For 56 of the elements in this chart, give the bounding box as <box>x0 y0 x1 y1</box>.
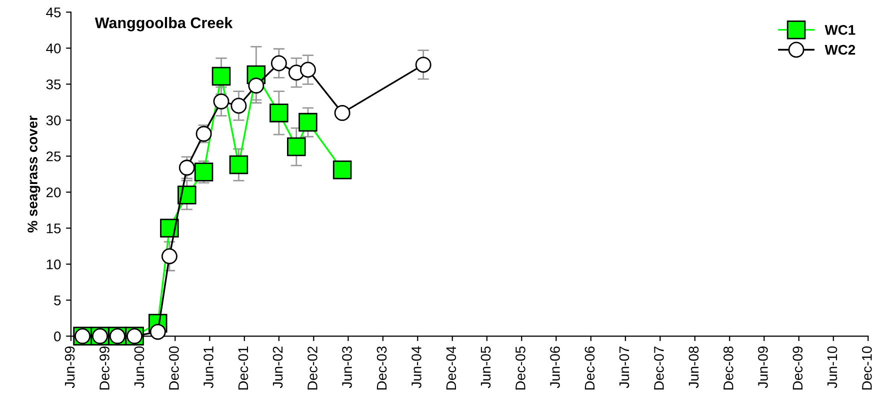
x-tick-label: Dec-03 <box>376 346 387 390</box>
x-tick-label: Dec-09 <box>792 346 803 390</box>
point <box>213 93 230 110</box>
y-tick-label: 0 <box>54 331 61 342</box>
legend-label: WC1 <box>824 25 856 35</box>
x-tick-label: Dec-06 <box>584 346 595 390</box>
point <box>287 137 306 156</box>
point <box>160 218 179 238</box>
y-tick-label: 25 <box>46 151 61 162</box>
point <box>230 98 247 114</box>
x-tick-label: Jun-04 <box>412 346 422 388</box>
x-tick-label: Jun-09 <box>758 346 768 388</box>
y-tick-label: 15 <box>46 224 61 234</box>
x-tick-label: Dec-07 <box>654 346 664 390</box>
y-tick-label: 30 <box>46 115 61 126</box>
point <box>178 186 196 204</box>
point <box>248 78 264 94</box>
x-tick-label: Jun-08 <box>688 346 699 388</box>
point <box>150 324 166 340</box>
x-tick-label: Dec-05 <box>516 346 526 390</box>
y-axis-title: % seagrass cover <box>28 116 40 232</box>
point <box>161 248 178 264</box>
x-tick-label: Jun-01 <box>204 346 214 388</box>
x-tick-label: Jun-02 <box>272 346 283 388</box>
x-tick-label: Dec-08 <box>723 346 734 390</box>
y-tick-label: 5 <box>54 296 61 306</box>
y-tick-label: 20 <box>46 187 61 198</box>
x-tick-label: Jun-05 <box>480 346 491 388</box>
point <box>178 160 195 176</box>
y-tick-label: 10 <box>46 259 61 270</box>
point <box>415 56 432 73</box>
y-tick-label: 45 <box>46 8 61 18</box>
x-tick-label: Jun-00 <box>134 346 144 388</box>
chart-title: Wanggoolba Creek <box>94 17 233 32</box>
x-tick-label: Dec-01 <box>238 346 248 390</box>
y-tick-label: 40 <box>46 43 61 54</box>
x-tick-label: Dec-00 <box>169 346 179 390</box>
legend-label: WC2 <box>824 44 856 55</box>
x-tick-label: Dec-99 <box>100 346 110 390</box>
x-tick-label: Dec-02 <box>308 346 318 390</box>
point <box>298 112 318 132</box>
x-tick-label: Jun-06 <box>550 346 560 388</box>
point <box>332 160 352 180</box>
point <box>212 66 231 86</box>
x-tick-label: Jun-07 <box>619 346 630 388</box>
y-tick-label: 35 <box>46 79 61 90</box>
point <box>300 62 316 78</box>
x-tick-label: Dec-10 <box>862 346 872 390</box>
x-tick-label: Jun-99 <box>64 346 75 388</box>
x-tick-label: Jun-10 <box>827 346 838 388</box>
x-tick-label: Dec-04 <box>446 346 456 390</box>
x-tick-label: Jun-03 <box>342 346 352 388</box>
point <box>229 155 248 174</box>
point <box>194 162 214 182</box>
point <box>270 55 287 72</box>
point <box>270 104 288 122</box>
